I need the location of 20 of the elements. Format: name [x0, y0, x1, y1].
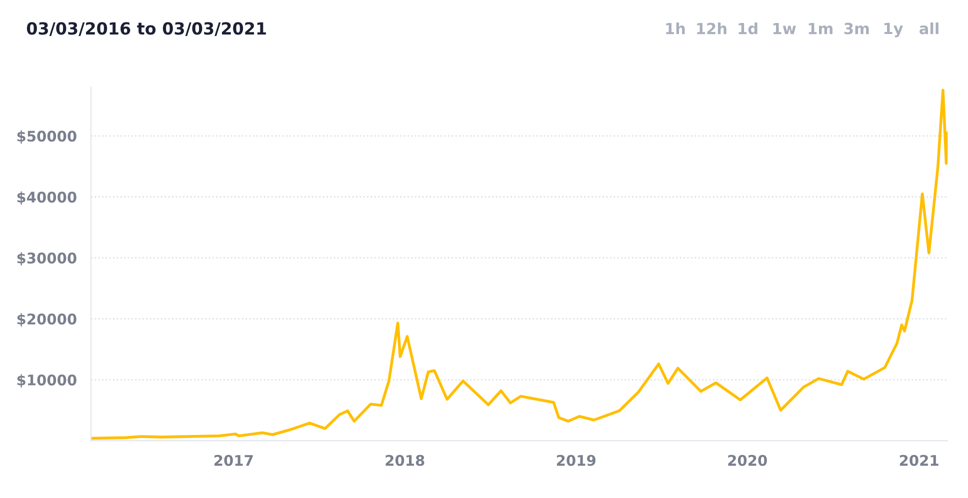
- chart-title: 03/03/2016 to 03/03/2021: [26, 22, 266, 36]
- y-tick-label: $20000: [17, 313, 76, 326]
- y-tick-label: $50000: [17, 130, 76, 144]
- text: 1m: [808, 22, 832, 34]
- text: 12h: [697, 22, 726, 34]
- line-series: [90, 88, 948, 440]
- text: 1w: [773, 22, 796, 34]
- text: 1y: [884, 22, 903, 38]
- text: all: [920, 22, 938, 34]
- y-tick-label: $30000: [17, 252, 76, 266]
- x-tick-label: 2020: [728, 454, 767, 466]
- text: 1d: [738, 22, 758, 34]
- y-tick-label: $10000: [17, 374, 76, 388]
- x-tick-label: 2021: [900, 454, 938, 466]
- x-tick-label: 2018: [386, 454, 424, 466]
- text: 3m: [844, 22, 869, 34]
- x-tick-label: 2019: [556, 454, 596, 466]
- text: 1h: [666, 22, 685, 34]
- y-tick-label: $40000: [17, 191, 76, 205]
- x-tick-label: 2017: [214, 454, 253, 466]
